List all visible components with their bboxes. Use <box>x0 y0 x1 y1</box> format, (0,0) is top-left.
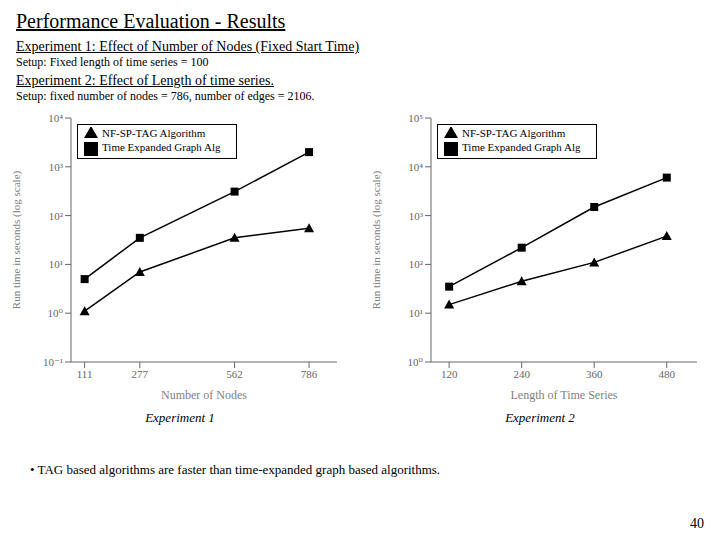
svg-text:10¹: 10¹ <box>409 307 423 319</box>
html-text:Time Expanded Graph Alg: Time Expanded Graph Alg <box>102 141 221 154</box>
html-text:• TAG based algorithms are fas: • TAG based algorithms are faster than t… <box>30 462 441 477</box>
svg-text:360: 360 <box>586 368 603 380</box>
svg-text:120: 120 <box>441 368 458 380</box>
html-text:Performance Evaluation - Resul: Performance Evaluation - Results <box>16 10 286 32</box>
svg-text:111: 111 <box>77 368 93 380</box>
svg-text:10¹: 10¹ <box>49 258 63 270</box>
svg-text:277: 277 <box>132 368 149 380</box>
html-text:Experiment 1: Effect of Number: Experiment 1: Effect of Number of Nodes … <box>16 39 360 54</box>
svg-text:10³: 10³ <box>49 161 64 173</box>
svg-text:10⁰: 10⁰ <box>408 356 424 368</box>
svg-text:562: 562 <box>226 368 243 380</box>
svg-text:10⁴: 10⁴ <box>408 161 423 173</box>
svg-text:10⁵: 10⁵ <box>408 112 423 124</box>
svg-text:Run time in seconds (log scale: Run time in seconds (log scale) <box>10 170 23 309</box>
svg-text:10²: 10² <box>49 210 64 222</box>
svg-text:10⁰: 10⁰ <box>48 307 64 319</box>
html-text:Setup: fixed number of nodes =: Setup: fixed number of nodes = 786, numb… <box>16 89 315 103</box>
html-text:40: 40 <box>690 516 704 531</box>
svg-text:Number of Nodes: Number of Nodes <box>161 388 247 402</box>
svg-text:10³: 10³ <box>409 210 424 222</box>
html-text:Experiment 2: Effect of Length: Experiment 2: Effect of Length of time s… <box>16 73 274 88</box>
html-text:NF-SP-TAG Algorithm: NF-SP-TAG Algorithm <box>102 127 206 139</box>
svg-text:Run time in seconds (log scale: Run time in seconds (log scale) <box>370 170 383 309</box>
svg-text:786: 786 <box>301 368 318 380</box>
svg-text:10²: 10² <box>409 258 424 270</box>
html-text:Experiment 2: Experiment 2 <box>505 410 575 425</box>
svg-text:Length of Time Series: Length of Time Series <box>511 388 618 402</box>
html-text:Setup: Fixed length of time se: Setup: Fixed length of time series = 100 <box>16 55 209 69</box>
html-text:NF-SP-TAG Algorithm: NF-SP-TAG Algorithm <box>462 127 566 139</box>
svg-text:480: 480 <box>659 368 676 380</box>
html-text:Experiment 1: Experiment 1 <box>145 410 215 425</box>
svg-text:10⁴: 10⁴ <box>48 112 63 124</box>
svg-text:10⁻¹: 10⁻¹ <box>43 356 63 368</box>
html-text:Time Expanded Graph Alg: Time Expanded Graph Alg <box>462 141 581 154</box>
svg-text:240: 240 <box>513 368 530 380</box>
